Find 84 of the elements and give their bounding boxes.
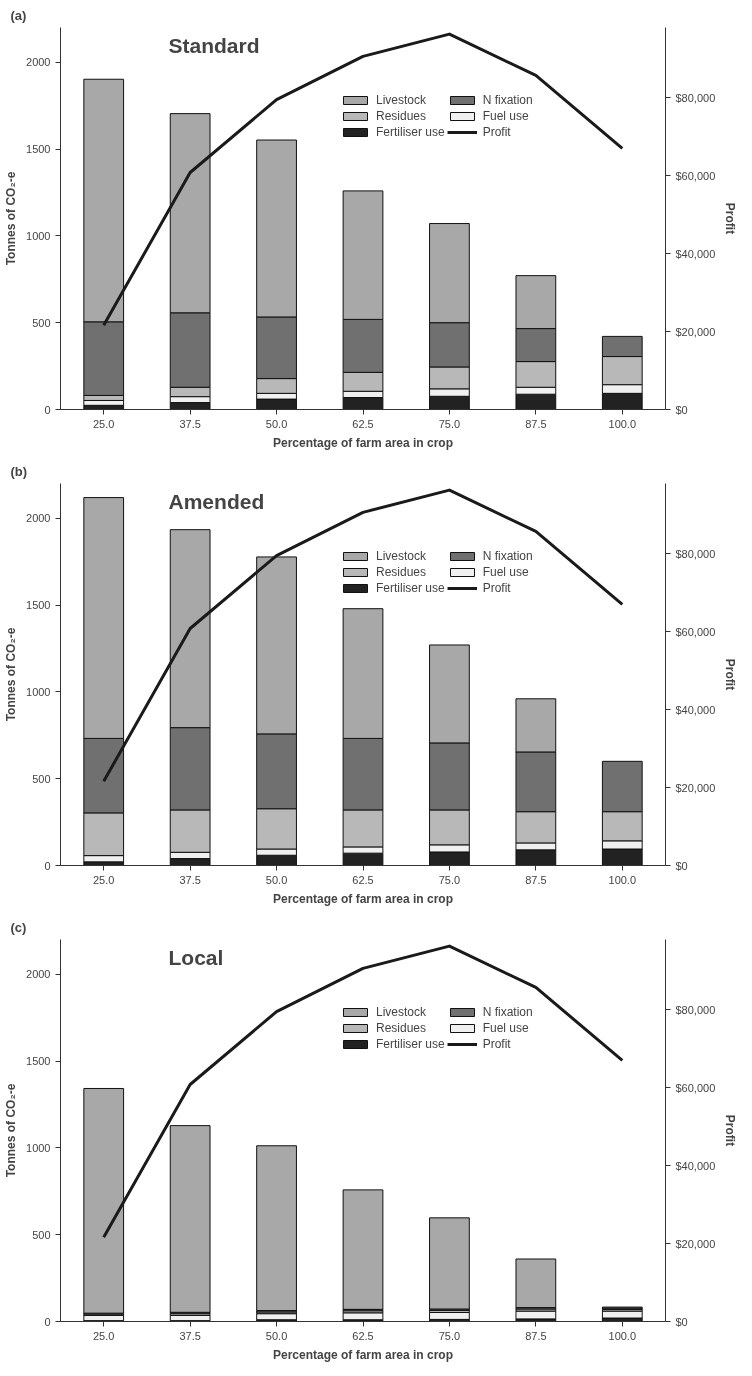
- x-tick-label: 25.0: [93, 873, 115, 886]
- y2-tick-label: $0: [675, 403, 688, 416]
- chart-title: Amended: [168, 489, 265, 513]
- x-tick-label: 37.5: [179, 873, 201, 886]
- y-tick-label: 0: [44, 859, 51, 872]
- x-tick-label: 50.0: [265, 873, 288, 886]
- legend-label: Fertiliser use: [376, 1037, 445, 1051]
- y-tick-label: 2000: [26, 56, 51, 69]
- y-tick-label: 1500: [26, 1055, 51, 1068]
- y-tick-label: 1000: [26, 1141, 51, 1154]
- x-tick-label: 37.5: [179, 1329, 201, 1342]
- y2-tick-label: $0: [675, 1315, 688, 1328]
- x-tick-label: 25.0: [93, 417, 115, 430]
- y2-axis-title: Profit: [723, 202, 738, 235]
- x-tick-label: 87.5: [525, 873, 547, 886]
- legend-label: Livestock: [376, 93, 427, 107]
- y-tick-label: 0: [44, 403, 51, 416]
- y-tick-label: 1000: [26, 685, 51, 698]
- y-tick-label: 500: [32, 772, 51, 785]
- x-tick-label: 87.5: [525, 1329, 547, 1342]
- x-tick-label: 62.5: [352, 417, 374, 430]
- legend-label: Fuel use: [482, 109, 529, 123]
- chart-title: Standard: [168, 33, 260, 57]
- y2-tick-label: $0: [675, 859, 688, 872]
- x-tick-label: 75.0: [438, 1329, 461, 1342]
- text: (b): [10, 463, 28, 479]
- chart-title: Local: [168, 945, 224, 969]
- y-axis-title: Tonnes of CO₂-e: [4, 627, 19, 722]
- y2-tick-label: $60,000: [675, 625, 716, 638]
- x-tick-label: 62.5: [352, 873, 374, 886]
- x-tick-label: 75.0: [438, 873, 461, 886]
- x-tick-label: 37.5: [179, 417, 201, 430]
- y2-tick-label: $80,000: [675, 547, 716, 560]
- legend-label: Livestock: [376, 549, 427, 563]
- y-tick-label: 0: [44, 1315, 51, 1328]
- text: (a): [10, 7, 27, 23]
- legend-label: Fertiliser use: [376, 125, 445, 139]
- legend-label: Profit: [482, 581, 511, 595]
- y2-tick-label: $20,000: [675, 1237, 716, 1250]
- x-tick-label: 100.0: [608, 873, 637, 886]
- y-tick-label: 500: [32, 1228, 51, 1241]
- legend-label: Fuel use: [482, 565, 529, 579]
- y2-tick-label: $20,000: [675, 781, 716, 794]
- x-axis-title: Percentage of farm area in crop: [272, 1347, 454, 1362]
- x-tick-label: 100.0: [608, 1329, 637, 1342]
- x-axis-title: Percentage of farm area in crop: [272, 435, 454, 450]
- y-tick-label: 1500: [26, 599, 51, 612]
- y2-axis-title: Profit: [723, 1114, 738, 1147]
- x-axis-title: Percentage of farm area in crop: [272, 891, 454, 906]
- y2-tick-label: $80,000: [675, 1003, 716, 1016]
- y-tick-label: 2000: [26, 512, 51, 525]
- legend-label: Residues: [376, 1021, 427, 1035]
- x-tick-label: 25.0: [93, 1329, 115, 1342]
- text: (c): [10, 919, 27, 935]
- legend-label: Profit: [482, 1037, 511, 1051]
- legend-label: N fixation: [482, 549, 533, 563]
- y-tick-label: 2000: [26, 968, 51, 981]
- y2-tick-label: $20,000: [675, 325, 716, 338]
- x-tick-label: 50.0: [265, 417, 288, 430]
- y-tick-label: 1000: [26, 229, 51, 242]
- y2-tick-label: $60,000: [675, 1081, 716, 1094]
- x-tick-label: 87.5: [525, 417, 547, 430]
- x-tick-label: 75.0: [438, 417, 461, 430]
- y2-tick-label: $40,000: [675, 1159, 716, 1172]
- legend-label: N fixation: [482, 93, 533, 107]
- legend-label: N fixation: [482, 1005, 533, 1019]
- y-tick-label: 500: [32, 316, 51, 329]
- legend-label: Residues: [376, 109, 427, 123]
- y-axis-title: Tonnes of CO₂-e: [4, 1083, 19, 1178]
- y2-tick-label: $60,000: [675, 169, 716, 182]
- y2-axis-title: Profit: [723, 658, 738, 691]
- legend-label: Residues: [376, 565, 427, 579]
- legend-label: Fertiliser use: [376, 581, 445, 595]
- x-tick-label: 50.0: [265, 1329, 288, 1342]
- y-axis-title: Tonnes of CO₂-e: [4, 171, 19, 266]
- y2-tick-label: $80,000: [675, 91, 716, 104]
- x-tick-label: 62.5: [352, 1329, 374, 1342]
- y2-tick-label: $40,000: [675, 703, 716, 716]
- legend-label: Fuel use: [482, 1021, 529, 1035]
- y2-tick-label: $40,000: [675, 247, 716, 260]
- legend-label: Profit: [482, 125, 511, 139]
- legend-label: Livestock: [376, 1005, 427, 1019]
- x-tick-label: 100.0: [608, 417, 637, 430]
- y-tick-label: 1500: [26, 143, 51, 156]
